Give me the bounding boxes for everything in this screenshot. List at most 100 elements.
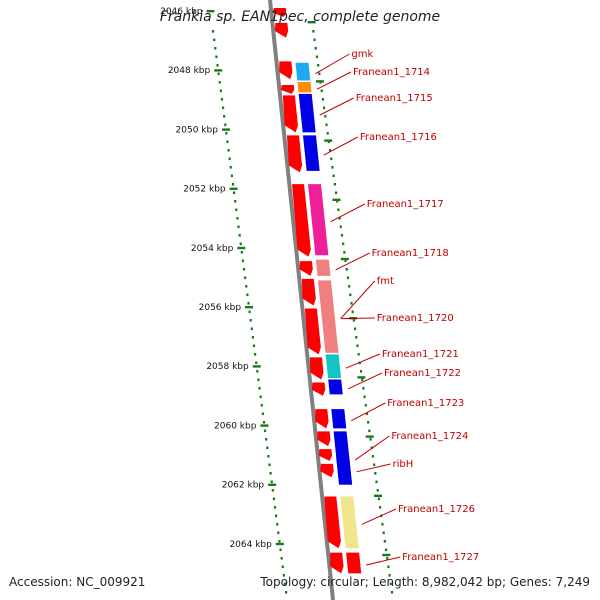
backbone-layer (268, 0, 335, 600)
track-dot (376, 489, 379, 492)
track-dot (328, 149, 332, 152)
gene-layer (295, 62, 362, 574)
track-tick (382, 553, 391, 557)
track-tick (340, 257, 349, 261)
ruler-dot (239, 242, 242, 246)
ruler-tick (245, 306, 254, 309)
ruler-dot (278, 540, 281, 543)
gene-block (336, 455, 353, 485)
track-dot (381, 523, 384, 526)
forward-gene-arrow (279, 61, 293, 80)
track-dot (374, 472, 377, 475)
track-tick (307, 21, 316, 24)
ruler-dot (249, 319, 252, 322)
ruler-dot (217, 72, 220, 76)
forward-gene-arrow (324, 496, 341, 549)
track-dot (384, 548, 388, 552)
forward-gene-arrow (330, 552, 344, 574)
ruler-dot (276, 523, 279, 526)
ruler-dot (252, 344, 256, 348)
track-dot (377, 497, 380, 501)
track-dot (323, 106, 326, 110)
track-dot (369, 438, 372, 441)
ruler-dot (238, 234, 241, 237)
gene-block (298, 93, 316, 133)
gene-label: Franean1_1722 (384, 368, 461, 379)
forward-gene-arrow (274, 22, 289, 38)
gene-block (308, 184, 329, 256)
forward-gene-arrow (282, 95, 298, 133)
ruler-dot (256, 370, 259, 373)
label-leader-line (366, 556, 401, 566)
gene-label: gmk (351, 49, 373, 60)
track-dot (389, 582, 392, 586)
track-dot (334, 191, 338, 195)
track-dot (383, 540, 386, 543)
track-tick (324, 139, 333, 142)
ruler-dot (244, 276, 247, 280)
ruler-dot (275, 514, 278, 518)
ruler-tick-label: 2048 kbp (168, 66, 211, 76)
ruler-dot (262, 421, 266, 424)
ruler-tick (275, 542, 284, 546)
track-dot (320, 89, 323, 93)
track-dot (373, 463, 376, 467)
label-leader-line (340, 280, 376, 319)
ruler-dot (277, 531, 280, 535)
genome-summary-text: Topology: circular; Length: 8,982,042 bp… (260, 575, 590, 589)
track-dot (338, 217, 341, 220)
track-dot (356, 344, 359, 348)
track-dot (332, 174, 335, 178)
gene-block (331, 409, 347, 429)
track-dot (315, 55, 319, 59)
forward-gene-arrow (272, 8, 287, 17)
track-dot (346, 276, 350, 280)
ruler-dot (265, 438, 268, 441)
ruler-tick-label: 2060 kbp (214, 421, 257, 431)
track-dot (314, 47, 317, 50)
gene-label: Franean1_1726 (398, 504, 475, 515)
ruler-dot (221, 106, 225, 110)
track-dot (324, 115, 327, 118)
gene-label: fmt (377, 276, 394, 287)
ruler-tick (229, 187, 238, 190)
forward-gene-arrow (299, 261, 313, 276)
track-dot (367, 421, 370, 424)
track-dot (361, 378, 364, 382)
gene-block (325, 354, 342, 379)
gene-label: Franean1_1720 (377, 313, 454, 324)
track-dot (342, 242, 345, 246)
ruler-dot (225, 132, 228, 135)
ruler-dot (273, 506, 277, 509)
ruler-dot (250, 327, 253, 331)
forward-gene-arrow (315, 409, 329, 429)
ruler-dot (240, 251, 243, 254)
forward-gene-arrow (311, 382, 326, 396)
gene-label: Franean1_1721 (382, 349, 459, 360)
track-dot (350, 302, 353, 305)
label-leader-line (323, 136, 359, 156)
ruler-dot (260, 404, 263, 407)
ruler-tick (252, 365, 261, 368)
gene-label: Franean1_1723 (387, 398, 464, 409)
track-dot (388, 574, 391, 577)
ruler-dot (263, 429, 267, 433)
track-dot (348, 285, 351, 288)
ruler-dot (269, 472, 272, 475)
ruler-dot (261, 412, 264, 416)
ruler-dot (251, 336, 255, 339)
gene-block (297, 82, 312, 93)
gene-block (315, 259, 331, 276)
ruler-tick (268, 483, 277, 486)
ruler-dot (245, 285, 248, 288)
ruler-dot (257, 378, 260, 382)
gene-label: Franean1_1724 (391, 431, 468, 442)
track-tick (315, 80, 324, 83)
ruler-tick (260, 424, 269, 427)
track-dot (368, 429, 371, 433)
ruler-dot (212, 30, 215, 33)
ruler-tick-label: 2050 kbp (176, 125, 219, 135)
ruler-dot (255, 361, 258, 365)
track-tick (332, 198, 341, 201)
ruler-tick-label: 2054 kbp (191, 244, 234, 254)
